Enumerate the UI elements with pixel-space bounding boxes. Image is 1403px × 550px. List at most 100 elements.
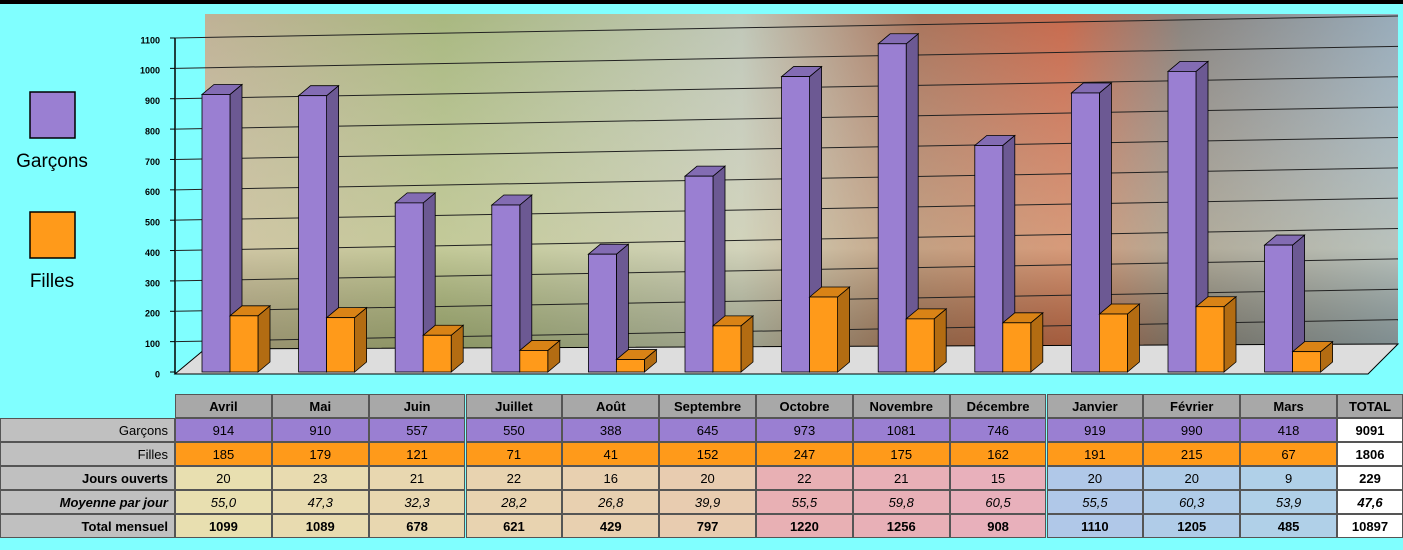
table-cell: 22	[756, 466, 853, 490]
bar-front	[782, 77, 810, 372]
table-cell: 418	[1240, 418, 1337, 442]
total-cell: 9091	[1337, 418, 1403, 442]
bar	[810, 287, 850, 372]
bar-front	[1196, 307, 1224, 372]
table-cell: 55,5	[756, 490, 853, 514]
column-header: Novembre	[853, 394, 950, 418]
legend-swatch	[30, 212, 75, 258]
table-cell: 9	[1240, 466, 1337, 490]
table-cell: 55,5	[1047, 490, 1144, 514]
bar-front	[230, 316, 258, 372]
table-cell: 678	[369, 514, 466, 538]
column-header: TOTAL	[1337, 394, 1403, 418]
bar-front	[906, 319, 934, 372]
table-cell: 645	[659, 418, 756, 442]
y-tick-label: 1100	[140, 35, 160, 45]
bar-side	[1127, 304, 1139, 372]
bar-front	[1293, 352, 1321, 372]
bar-side	[1224, 297, 1236, 372]
bar-front	[878, 44, 906, 372]
table-cell: 179	[272, 442, 369, 466]
table-cell: 59,8	[853, 490, 950, 514]
bar	[1099, 304, 1139, 372]
y-tick-label: 900	[145, 96, 160, 106]
bar	[1003, 313, 1043, 372]
bar-front	[423, 335, 451, 372]
table-cell: 191	[1047, 442, 1144, 466]
table-cell: 914	[175, 418, 272, 442]
bar	[423, 325, 463, 372]
total-cell: 10897	[1337, 514, 1403, 538]
table-cell: 28,2	[466, 490, 563, 514]
table-cell: 1081	[853, 418, 950, 442]
bar-side	[355, 308, 367, 372]
bar	[906, 309, 946, 372]
column-header: Janvier	[1047, 394, 1144, 418]
table-cell: 71	[466, 442, 563, 466]
table-cell: 53,9	[1240, 490, 1337, 514]
bar-front	[616, 360, 644, 372]
row-label: Total mensuel	[0, 514, 175, 538]
bar	[1293, 342, 1333, 372]
table-cell: 21	[853, 466, 950, 490]
table-cell: 990	[1143, 418, 1240, 442]
table-cell: 485	[1240, 514, 1337, 538]
total-cell: 1806	[1337, 442, 1403, 466]
table-cell: 1089	[272, 514, 369, 538]
bar-front	[202, 94, 230, 372]
bar-front	[327, 318, 355, 372]
table-cell: 39,9	[659, 490, 756, 514]
table-cell: 41	[562, 442, 659, 466]
table-cell: 175	[853, 442, 950, 466]
bar-front	[685, 176, 713, 372]
table-cell: 26,8	[562, 490, 659, 514]
y-tick-label: 800	[145, 126, 160, 136]
column-header: Août	[562, 394, 659, 418]
table-cell: 21	[369, 466, 466, 490]
bar	[1196, 297, 1236, 372]
table-cell: 429	[562, 514, 659, 538]
table-cell: 15	[950, 466, 1047, 490]
table-cell: 1110	[1047, 514, 1144, 538]
y-tick-label: 700	[145, 157, 160, 167]
table-cell: 388	[562, 418, 659, 442]
bar-front	[1265, 245, 1293, 372]
bar-front	[1071, 93, 1099, 372]
table-cell: 1256	[853, 514, 950, 538]
table-cell: 20	[1143, 466, 1240, 490]
legend-label: Filles	[30, 271, 74, 292]
bar	[230, 306, 270, 372]
bar-side	[934, 309, 946, 372]
y-tick-label: 200	[145, 309, 160, 319]
table-cell: 67	[1240, 442, 1337, 466]
table-cell: 152	[659, 442, 756, 466]
y-tick-label: 0	[155, 369, 160, 379]
bar	[588, 244, 628, 372]
table-cell: 23	[272, 466, 369, 490]
table-cell: 20	[175, 466, 272, 490]
column-header: Décembre	[950, 394, 1047, 418]
table-cell: 20	[659, 466, 756, 490]
bar	[327, 308, 367, 372]
y-tick-label: 400	[145, 248, 160, 258]
bar-front	[810, 297, 838, 372]
legend-swatch	[30, 92, 75, 138]
column-header: Septembre	[659, 394, 756, 418]
table-cell: 550	[466, 418, 563, 442]
bar-front	[492, 205, 520, 372]
table-cell: 746	[950, 418, 1047, 442]
bar-front	[1168, 71, 1196, 372]
y-tick-label: 100	[145, 339, 160, 349]
table-cell: 910	[272, 418, 369, 442]
column-header: Mai	[272, 394, 369, 418]
bar-side	[258, 306, 270, 372]
bar-front	[1099, 314, 1127, 372]
y-tick-label: 500	[145, 218, 160, 228]
table-cell: 162	[950, 442, 1047, 466]
column-header: Juin	[369, 394, 466, 418]
page: GarçonsFilles 01002003004005006007008009…	[0, 0, 1403, 550]
bar-front	[713, 326, 741, 372]
bar	[520, 340, 560, 372]
